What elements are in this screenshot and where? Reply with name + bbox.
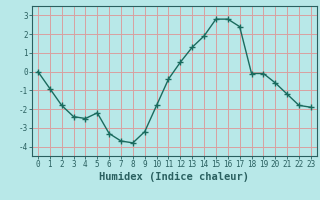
X-axis label: Humidex (Indice chaleur): Humidex (Indice chaleur): [100, 172, 249, 182]
